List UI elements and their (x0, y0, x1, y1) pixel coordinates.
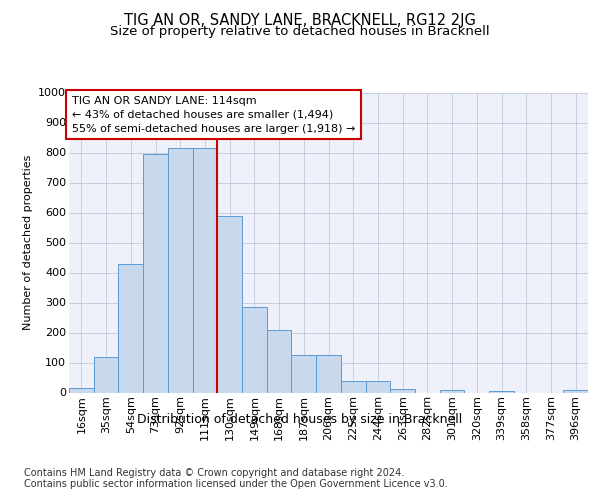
Text: Distribution of detached houses by size in Bracknell: Distribution of detached houses by size … (137, 412, 463, 426)
Text: Contains HM Land Registry data © Crown copyright and database right 2024.
Contai: Contains HM Land Registry data © Crown c… (24, 468, 448, 489)
Bar (563, 390, 588, 392)
Text: Size of property relative to detached houses in Bracknell: Size of property relative to detached ho… (110, 25, 490, 38)
Bar (489, 391, 514, 392)
Bar (118, 264, 143, 392)
Bar (390, 389, 415, 392)
Bar (316, 355, 341, 393)
Bar (242, 307, 267, 392)
Bar (193, 148, 217, 392)
Bar (94, 356, 118, 392)
Bar (69, 388, 94, 392)
Bar (143, 154, 168, 392)
Bar (168, 148, 193, 392)
Bar (341, 381, 365, 392)
Text: TIG AN OR SANDY LANE: 114sqm
← 43% of detached houses are smaller (1,494)
55% of: TIG AN OR SANDY LANE: 114sqm ← 43% of de… (71, 96, 355, 134)
Bar (292, 355, 316, 393)
Bar (440, 390, 464, 392)
Y-axis label: Number of detached properties: Number of detached properties (23, 155, 32, 330)
Bar (365, 381, 390, 392)
Bar (267, 330, 292, 392)
Bar (217, 216, 242, 392)
Text: TIG AN OR, SANDY LANE, BRACKNELL, RG12 2JG: TIG AN OR, SANDY LANE, BRACKNELL, RG12 2… (124, 12, 476, 28)
